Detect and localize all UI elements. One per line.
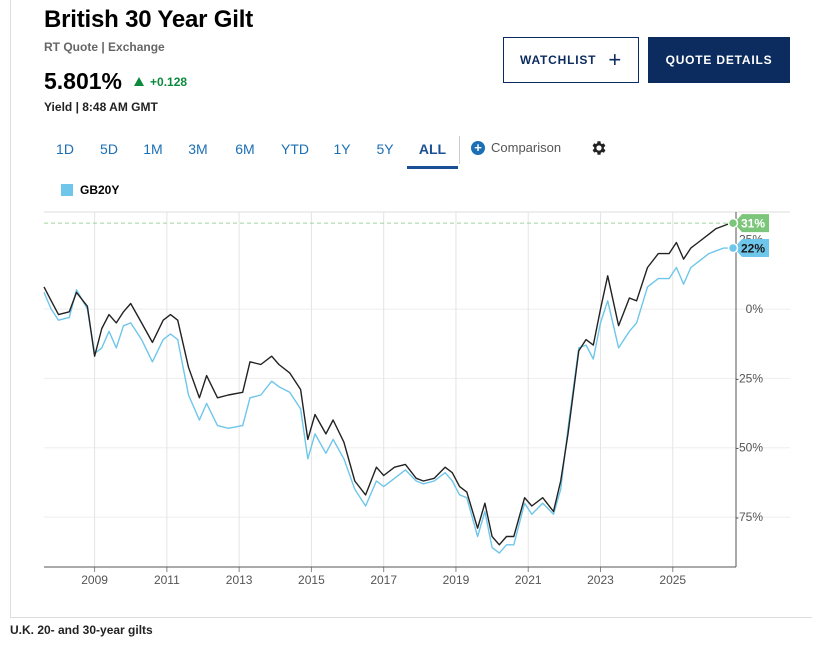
yield-timestamp: Yield | 8:48 AM GMT xyxy=(44,100,158,114)
tab-divider xyxy=(459,136,460,164)
tab-6m[interactable]: 6M xyxy=(235,141,255,157)
y-tick-label: -25% xyxy=(735,371,763,385)
watchlist-label: WATCHLIST xyxy=(520,53,597,67)
price-change-value: +0.128 xyxy=(150,74,188,89)
x-tick-label: 2021 xyxy=(515,573,542,587)
x-tick-label: 2017 xyxy=(370,573,397,587)
quote-details-button[interactable]: QUOTE DETAILS xyxy=(648,37,790,83)
gb20y-last-value-badge xyxy=(734,239,769,258)
gb20y-last-value: 22% xyxy=(741,242,765,256)
tab-3m[interactable]: 3M xyxy=(188,141,208,157)
tab-1y[interactable]: 1Y xyxy=(333,141,351,157)
tab-5d[interactable]: 5D xyxy=(100,141,118,157)
page-title: British 30 Year Gilt xyxy=(44,6,253,33)
tab-1m[interactable]: 1M xyxy=(143,141,163,157)
quote-source: RT Quote | Exchange xyxy=(44,40,165,54)
legend-swatch xyxy=(61,184,73,196)
x-tick-label: 2023 xyxy=(587,573,614,587)
x-tick-label: 2025 xyxy=(659,573,686,587)
x-tick-label: 2009 xyxy=(81,573,108,587)
up-triangle-icon xyxy=(134,77,145,86)
quote-details-label: QUOTE DETAILS xyxy=(665,53,773,67)
y-tick-label: 0% xyxy=(746,302,764,316)
add-circle-icon: + xyxy=(471,140,485,155)
series-line-dark xyxy=(43,222,736,546)
tab-all[interactable]: ALL xyxy=(407,134,458,169)
x-tick-label: 2011 xyxy=(154,573,180,587)
x-tick-label: 2019 xyxy=(443,573,470,587)
series-last-point xyxy=(727,217,739,229)
comparison-button[interactable]: + Comparison xyxy=(471,140,561,155)
y-tick-label: -50% xyxy=(735,441,763,455)
watchlist-button[interactable]: WATCHLIST + xyxy=(503,37,639,83)
series-last-value: 31% xyxy=(741,217,765,231)
price-row: 5.801% +0.128 xyxy=(44,68,187,95)
series-line-gb20y xyxy=(43,247,736,554)
chart-caption: U.K. 20- and 30-year gilts xyxy=(10,623,153,637)
legend-label: GB20Y xyxy=(80,183,120,197)
last-price: 5.801% xyxy=(44,68,123,94)
series-last-value-badge xyxy=(734,214,769,233)
gb20y-last-point xyxy=(727,242,739,254)
x-tick-label: 2013 xyxy=(226,573,253,587)
price-change: +0.128 xyxy=(134,75,187,89)
chart-card xyxy=(10,0,812,618)
chart-legend: GB20Y xyxy=(61,183,119,197)
tab-5y[interactable]: 5Y xyxy=(376,141,394,157)
x-tick-label: 2015 xyxy=(298,573,325,587)
gear-icon[interactable] xyxy=(590,139,608,157)
tab-ytd[interactable]: YTD xyxy=(281,141,309,157)
y-tick-label: -75% xyxy=(735,510,763,524)
plus-icon: + xyxy=(608,47,622,72)
tab-1d[interactable]: 1D xyxy=(56,141,74,157)
comparison-label: Comparison xyxy=(491,140,562,155)
